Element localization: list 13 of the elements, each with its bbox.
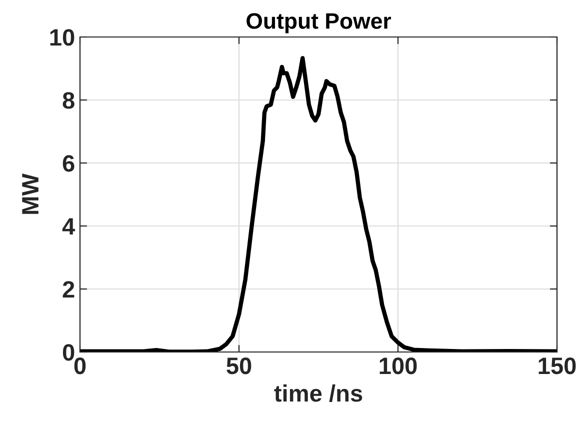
x-tick-label: 50	[226, 357, 252, 374]
chart-title: Output Power	[246, 13, 392, 34]
y-tick-label: 10	[50, 29, 74, 46]
x-tick-label: 100	[380, 357, 417, 374]
x-tick-label: 0	[74, 357, 86, 374]
y-axis-title: MW	[22, 174, 38, 214]
y-tick-label: 6	[62, 155, 74, 172]
y-tick-label: 0	[62, 344, 74, 361]
x-axis-title: time /ns	[274, 384, 362, 402]
y-tick-label: 8	[62, 92, 74, 109]
y-tick-label: 4	[62, 218, 76, 235]
y-tick-label: 2	[62, 281, 74, 298]
x-tick-label: 150	[538, 357, 576, 374]
